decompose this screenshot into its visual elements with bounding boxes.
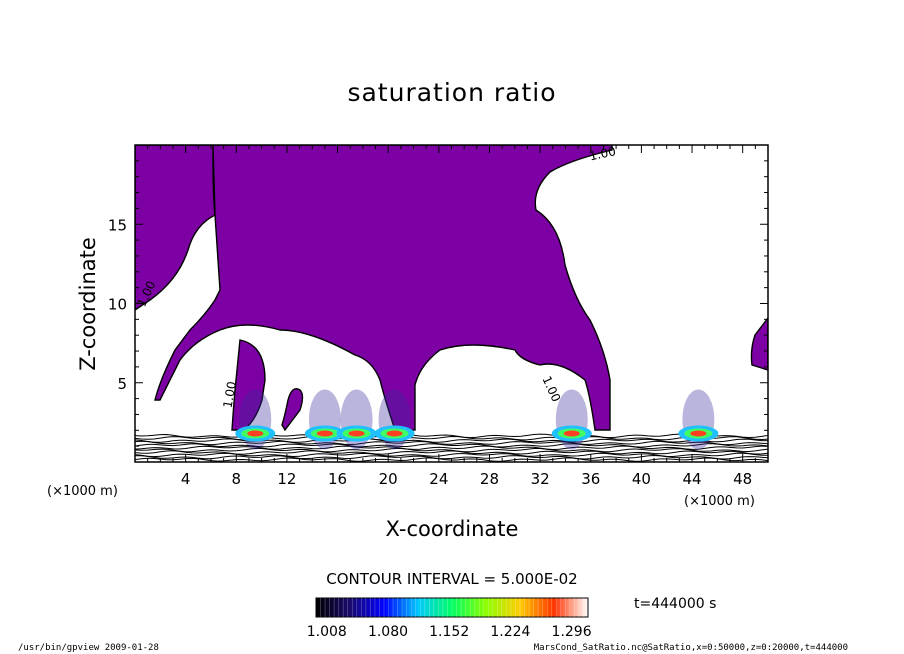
x-tick-label: 36 — [581, 470, 600, 488]
x-unit-left: (×1000 m) — [47, 484, 118, 499]
hotspot-core — [348, 430, 365, 437]
x-unit-right: (×1000 m) — [684, 494, 755, 509]
contour-label: 1.00 — [588, 144, 617, 163]
x-tick-label: 8 — [232, 470, 242, 488]
y-tick-label: 5 — [117, 375, 127, 393]
x-tick-label: 28 — [480, 470, 499, 488]
contour-label: 1.00 — [221, 380, 239, 409]
hotspot-core — [386, 430, 403, 437]
hotspots — [235, 389, 719, 450]
x-tick-label: 40 — [632, 470, 651, 488]
x-tick-label: 24 — [429, 470, 448, 488]
colorbar-fill — [315, 597, 589, 618]
colorbar-ticks: 1.008 1.080 1.152 1.224 1.296 — [307, 598, 592, 640]
footer-left: /usr/bin/gpview 2009-01-28 — [18, 643, 159, 653]
surface-contours — [135, 433, 768, 462]
colorbar-tick-label: 1.008 — [307, 624, 347, 640]
colorbar-tick-label: 1.296 — [552, 624, 592, 640]
contour-interval: CONTOUR INTERVAL = 5.000E-02 — [326, 570, 577, 588]
x-tick-label: 44 — [682, 470, 701, 488]
chart-title: saturation ratio — [347, 78, 556, 107]
x-axis: 4 8 12 16 20 24 28 32 36 40 44 48 — [147, 145, 756, 488]
x-tick-label: 16 — [328, 470, 347, 488]
plot-area: 1.001.001.00 1.00 — [135, 144, 768, 462]
surface-contour-line — [135, 445, 768, 451]
y-tick-label: 15 — [108, 216, 127, 234]
hotspot-core — [247, 430, 264, 437]
colorbar-tick-label: 1.224 — [490, 624, 530, 640]
x-tick-label: 32 — [531, 470, 550, 488]
hotspot-core — [563, 430, 580, 437]
surface-contour-line — [135, 435, 768, 441]
x-tick-label: 12 — [277, 470, 296, 488]
colorbar: 1.008 1.080 1.152 1.224 1.296 — [307, 597, 592, 640]
y-axis: 5 10 15 — [108, 160, 768, 447]
surface-contour-line — [135, 443, 768, 448]
hotspot-core — [316, 430, 333, 437]
footer-right: MarsCond_SatRatio.nc@SatRatio,x=0:50000,… — [534, 643, 848, 653]
hotspot-core — [690, 430, 707, 437]
time-label: t=444000 s — [634, 596, 716, 612]
surface-contour-line — [135, 450, 768, 455]
y-axis-label: Z-coordinate — [76, 237, 100, 371]
x-tick-label: 4 — [181, 470, 191, 488]
surface-contour-line — [135, 452, 768, 458]
supersaturated-region — [135, 145, 768, 432]
x-tick-label: 20 — [379, 470, 398, 488]
colorbar-tick-label: 1.080 — [368, 624, 408, 640]
surface-contour-line — [135, 448, 768, 453]
y-tick-label: 10 — [108, 296, 127, 314]
x-axis-label: X-coordinate — [386, 517, 519, 541]
colorbar-tick-label: 1.152 — [429, 624, 469, 640]
surface-contour-line — [135, 440, 768, 446]
x-tick-label: 48 — [733, 470, 752, 488]
